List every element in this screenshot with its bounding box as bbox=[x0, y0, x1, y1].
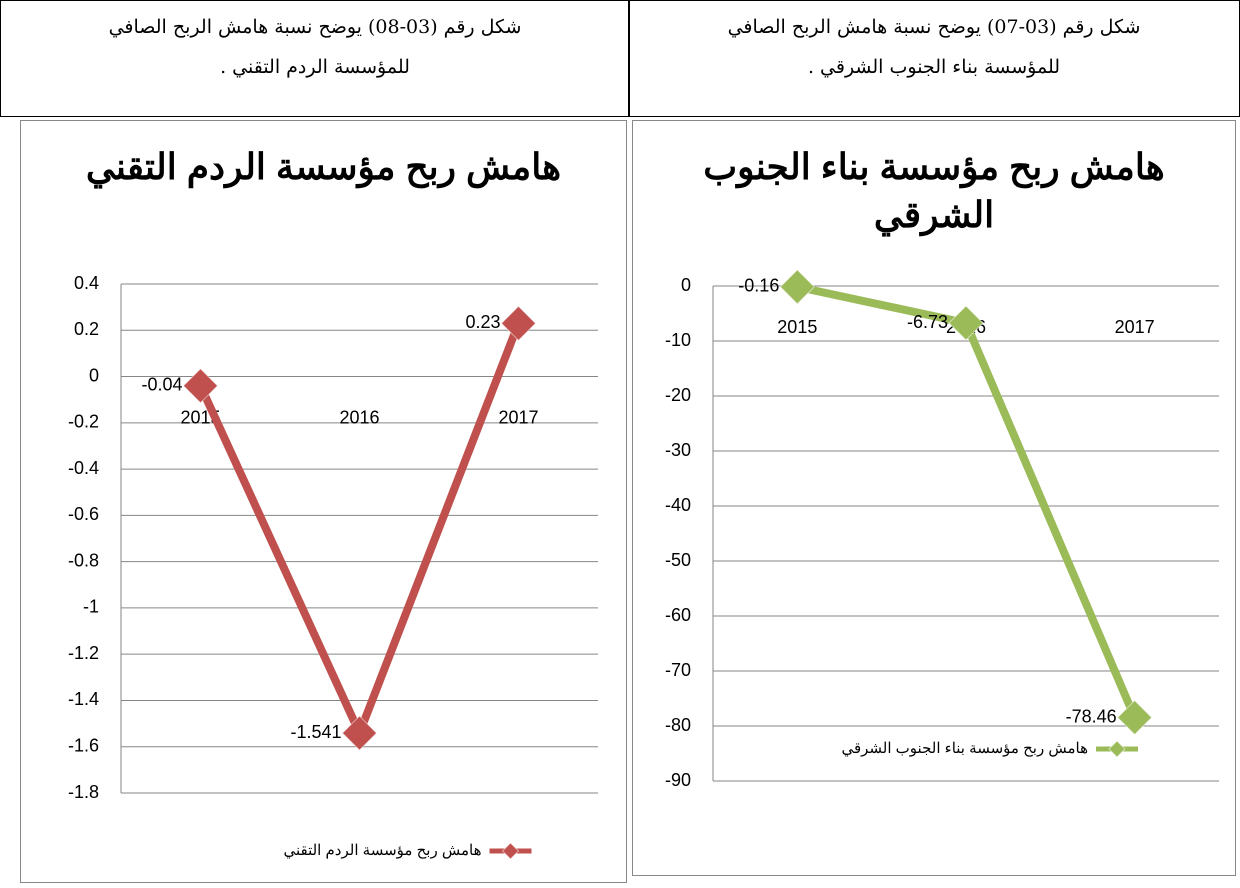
caption-cell: شكل رقم (03-07) يوضح نسبة هامش الربح الص… bbox=[628, 0, 1240, 117]
x-tick-label: 2017 bbox=[1115, 317, 1155, 337]
y-tick-label: -70 bbox=[665, 660, 691, 680]
y-tick-label: 0 bbox=[681, 275, 691, 295]
y-tick-label: 0 bbox=[89, 365, 99, 385]
line-series bbox=[796, 282, 1139, 720]
data-point bbox=[779, 269, 816, 305]
data-point bbox=[182, 368, 219, 404]
y-tick-label: -10 bbox=[665, 330, 691, 350]
y-tick-label: -1.8 bbox=[68, 782, 99, 802]
y-tick-label: -0.8 bbox=[68, 550, 99, 570]
y-tick-label: -20 bbox=[665, 385, 691, 405]
line-series bbox=[196, 321, 523, 738]
y-tick-label: -1.4 bbox=[68, 689, 99, 709]
legend-marker bbox=[1108, 740, 1126, 758]
caption-line: للمؤسسة الردم التقني . bbox=[220, 56, 410, 78]
data-label: 0.23 bbox=[465, 312, 500, 332]
caption-cell: شكل رقم (03-08) يوضح نسبة هامش الربح الص… bbox=[0, 0, 630, 117]
data-point bbox=[1116, 699, 1153, 736]
data-label: -0.04 bbox=[141, 375, 182, 395]
y-tick-label: -80 bbox=[665, 715, 691, 735]
caption-line: شكل رقم (03-08) يوضح نسبة هامش الربح الص… bbox=[108, 16, 522, 38]
data-point bbox=[500, 305, 537, 342]
chart: 0-10-20-30-40-50-60-70-80-90201520162017… bbox=[665, 269, 1219, 790]
data-point bbox=[948, 305, 984, 341]
y-tick-label: -1.2 bbox=[68, 643, 99, 663]
y-tick-label: -0.6 bbox=[68, 504, 99, 524]
caption-line: للمؤسسة بناء الجنوب الشرقي . bbox=[807, 56, 1061, 78]
caption-line: شكل رقم (03-07) يوضح نسبة هامش الربح الص… bbox=[727, 16, 1141, 38]
data-label: -78.46 bbox=[1066, 706, 1117, 726]
chart: 0.4 0.2 0 -0.2 -0.4 -0.6 -0.8 -1 -1.2 -1.4 -1.6 -1.… bbox=[68, 273, 598, 860]
y-tick-label: -40 bbox=[665, 495, 691, 515]
chart-title: هامش ربح مؤسسة الردم التقني bbox=[85, 146, 562, 187]
data-label: -0.16 bbox=[738, 276, 779, 296]
y-tick-label: -0.4 bbox=[68, 458, 99, 478]
data-label: -6.73 bbox=[907, 312, 948, 332]
chart-panel: هامش ربح مؤسسة بناء الجنوب الشرقي 0 -10 -2… bbox=[632, 120, 1236, 876]
chart-panel: هامش ربح مؤسسة الردم التقني 0.4 0.2 0 -0.2 -… bbox=[20, 120, 627, 883]
y-tick-label: -0.2 bbox=[68, 412, 99, 432]
legend-label: هامش ربح مؤسسة الردم التقني bbox=[283, 842, 481, 859]
y-tick-label: 0.4 bbox=[74, 273, 99, 293]
x-tick-label: 2016 bbox=[339, 407, 379, 427]
y-tick-label: -50 bbox=[665, 550, 691, 570]
legend-label: هامش ربح مؤسسة بناء الجنوب الشرقي bbox=[841, 740, 1088, 757]
y-tick-label: 0.2 bbox=[74, 319, 99, 339]
y-tick-label: -30 bbox=[665, 440, 691, 460]
legend-marker bbox=[501, 842, 520, 860]
y-tick-label: -60 bbox=[665, 605, 691, 625]
data-point bbox=[341, 715, 378, 751]
x-tick-label: 2015 bbox=[777, 317, 817, 337]
y-tick-label: -90 bbox=[665, 770, 691, 790]
x-tick-label: 2017 bbox=[498, 407, 538, 427]
y-tick-label: -1 bbox=[83, 597, 99, 617]
chart-title: هامش ربح مؤسسة بناء الجنوب الشرقي bbox=[703, 146, 1165, 235]
data-label: -1.541 bbox=[290, 722, 341, 742]
y-tick-label: -1.6 bbox=[68, 735, 99, 755]
